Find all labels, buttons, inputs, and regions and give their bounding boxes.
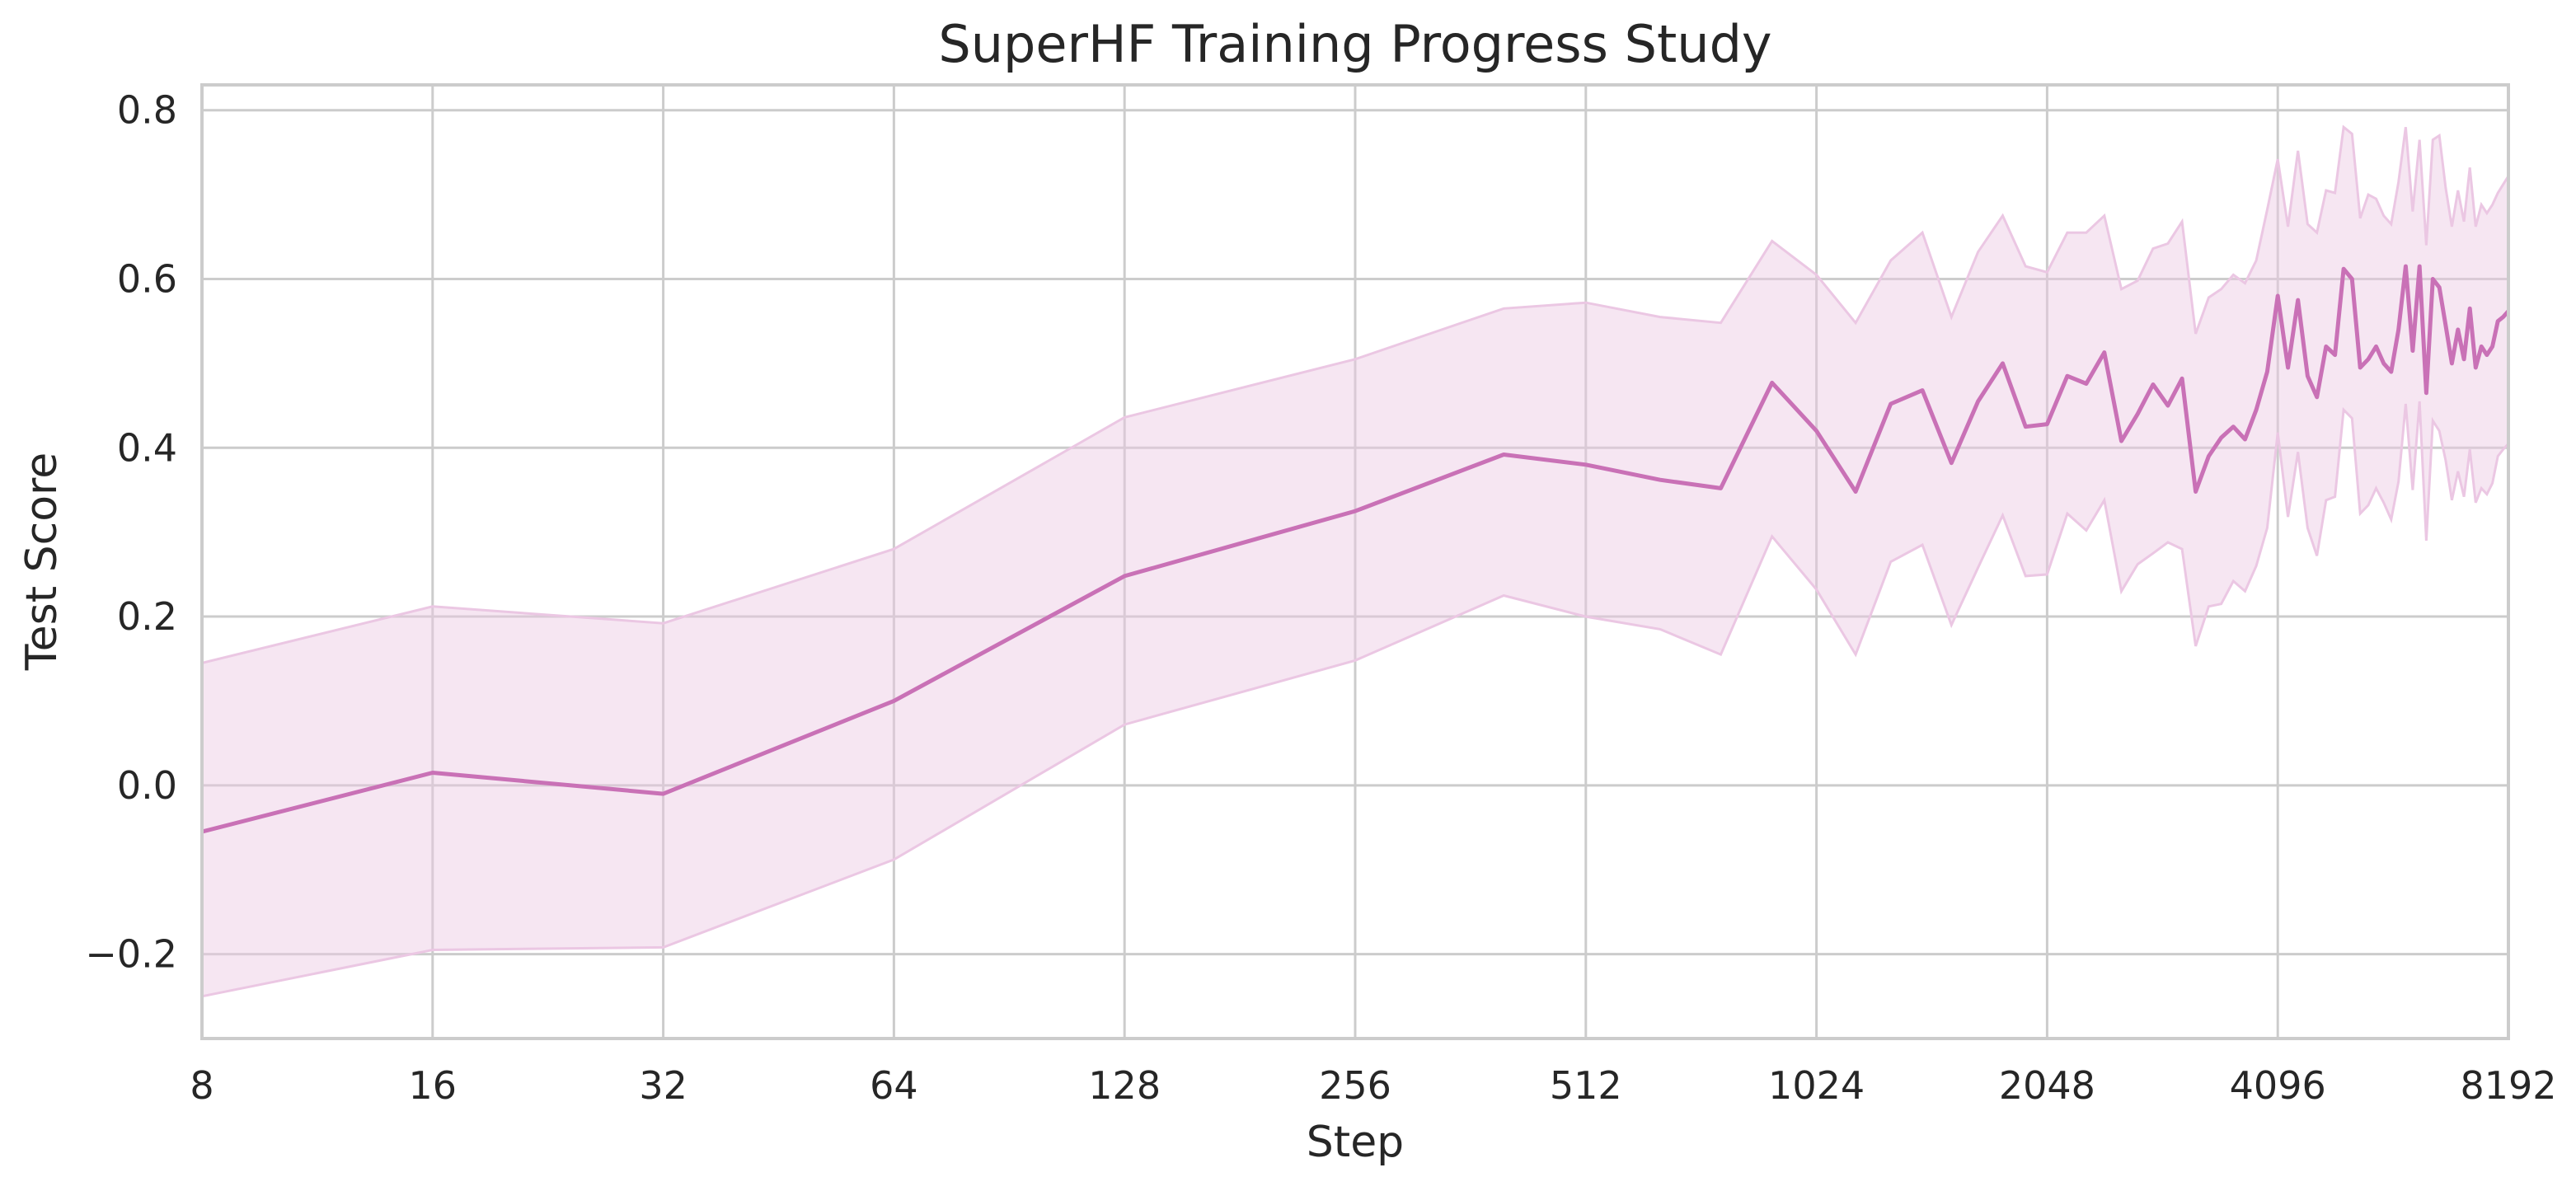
x-axis-label: Step: [1307, 1118, 1404, 1167]
y-tick-label: 0.2: [117, 594, 177, 639]
x-tick-label: 512: [1550, 1063, 1622, 1108]
chart-title: SuperHF Training Progress Study: [938, 14, 1771, 74]
x-tick-label: 8: [190, 1063, 213, 1108]
y-tick-label: 0.8: [117, 88, 177, 133]
y-axis-label: Test Score: [17, 452, 67, 672]
y-tick-label: −0.2: [85, 932, 177, 977]
x-tick-label: 1024: [1768, 1063, 1865, 1108]
plot-frame: [200, 83, 2510, 1040]
x-tick-label: 2048: [1999, 1063, 2095, 1108]
x-tick-label: 8192: [2460, 1063, 2556, 1108]
y-tick-label: 0.4: [117, 425, 177, 470]
y-tick-labels: −0.2 0.0 0.2 0.4 0.6 0.8: [85, 88, 177, 977]
x-tick-label: 4096: [2230, 1063, 2326, 1108]
x-tick-labels: 8 16 32 64 128 256 512 1024 2048 4096 8192: [190, 1063, 2556, 1108]
series-line: [201, 264, 2510, 834]
x-tick-label: 256: [1319, 1063, 1391, 1108]
x-tick-label: 64: [870, 1063, 918, 1108]
x-tick-label: 128: [1088, 1063, 1161, 1108]
y-tick-label: 0.6: [117, 256, 177, 301]
x-tick-label: 32: [639, 1063, 687, 1108]
x-tick-label: 16: [409, 1063, 457, 1108]
y-tick-label: 0.0: [117, 763, 177, 808]
